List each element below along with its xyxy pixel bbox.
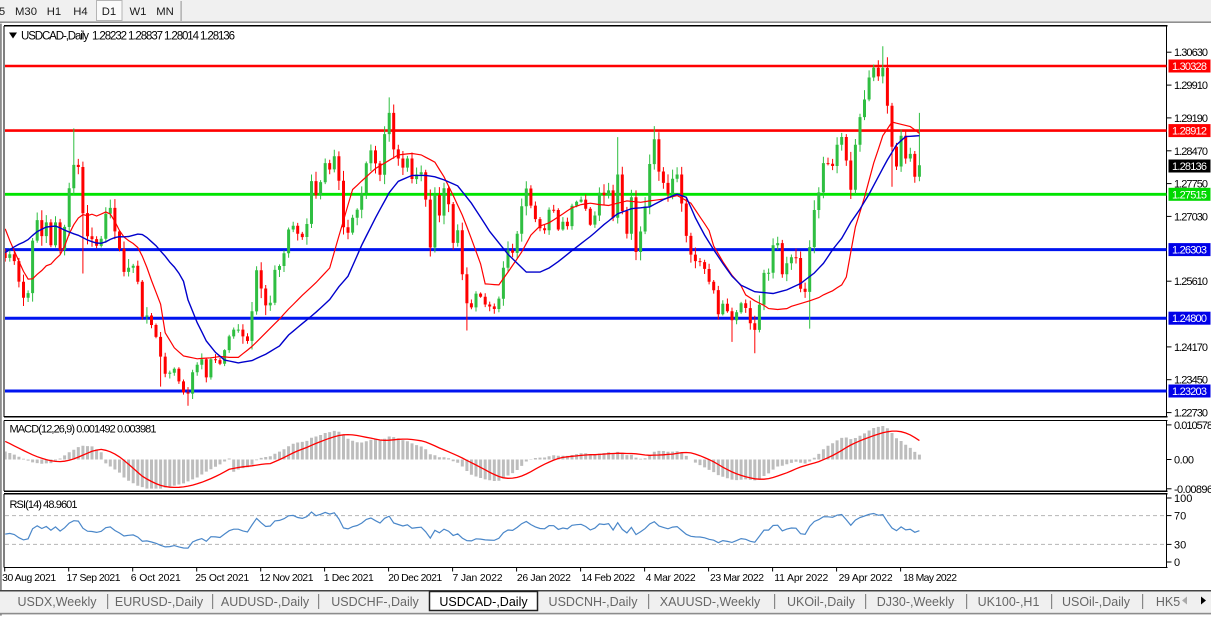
svg-text:30 Aug 2021: 30 Aug 2021 bbox=[2, 573, 56, 584]
svg-text:12 Nov 2021: 12 Nov 2021 bbox=[260, 573, 314, 584]
svg-text:30: 30 bbox=[1174, 539, 1186, 551]
svg-text:XAUUSD-,Weekly: XAUUSD-,Weekly bbox=[660, 595, 761, 609]
svg-text:RSI(14) 48.9601: RSI(14) 48.9601 bbox=[10, 499, 78, 511]
svg-text:1.28912: 1.28912 bbox=[1172, 126, 1207, 138]
svg-text:0.00: 0.00 bbox=[1174, 455, 1194, 467]
svg-text:USOil-,Daily: USOil-,Daily bbox=[1062, 595, 1131, 609]
svg-text:1.27515: 1.27515 bbox=[1172, 189, 1207, 201]
svg-text:AUDUSD-,Daily: AUDUSD-,Daily bbox=[221, 595, 310, 609]
svg-text:5: 5 bbox=[0, 6, 5, 18]
svg-text:MN: MN bbox=[156, 6, 174, 18]
svg-text:1.22730: 1.22730 bbox=[1174, 408, 1208, 420]
svg-text:14 Feb 2022: 14 Feb 2022 bbox=[581, 573, 635, 584]
svg-text:H4: H4 bbox=[73, 6, 87, 18]
svg-text:1.29910: 1.29910 bbox=[1174, 80, 1208, 92]
svg-text:H1: H1 bbox=[47, 6, 61, 18]
svg-text:1.24170: 1.24170 bbox=[1174, 342, 1208, 354]
svg-text:23 Mar 2022: 23 Mar 2022 bbox=[710, 573, 764, 584]
svg-text:7 Jan 2022: 7 Jan 2022 bbox=[453, 573, 503, 584]
svg-text:USDCHF-,Daily: USDCHF-,Daily bbox=[331, 595, 419, 609]
svg-text:100: 100 bbox=[1174, 493, 1192, 505]
svg-text:17 Sep 2021: 17 Sep 2021 bbox=[67, 573, 121, 584]
svg-text:26 Jan 2022: 26 Jan 2022 bbox=[517, 573, 571, 584]
svg-text:6 Oct 2021: 6 Oct 2021 bbox=[131, 573, 181, 584]
svg-text:1.26303: 1.26303 bbox=[1172, 245, 1207, 257]
svg-text:1.28136: 1.28136 bbox=[1172, 161, 1207, 173]
svg-text:18 May 2022: 18 May 2022 bbox=[903, 573, 957, 584]
svg-text:1.29190: 1.29190 bbox=[1174, 113, 1208, 125]
svg-text:1.28470: 1.28470 bbox=[1174, 146, 1208, 158]
svg-text:0.010578: 0.010578 bbox=[1174, 420, 1211, 432]
svg-text:HK5: HK5 bbox=[1156, 595, 1180, 609]
svg-text:M30: M30 bbox=[15, 6, 37, 18]
svg-text:USDCAD-,Daily 1.28232 1.28837: USDCAD-,Daily 1.28232 1.28837 1.28014 1.… bbox=[21, 31, 235, 43]
svg-text:29 Apr 2022: 29 Apr 2022 bbox=[839, 573, 893, 584]
svg-text:1.27030: 1.27030 bbox=[1174, 211, 1208, 223]
svg-text:1.23203: 1.23203 bbox=[1172, 386, 1207, 398]
svg-text:EURUSD-,Daily: EURUSD-,Daily bbox=[115, 595, 204, 609]
svg-text:70: 70 bbox=[1174, 511, 1186, 523]
svg-text:MACD(12,26,9) 0.001492 0.00398: MACD(12,26,9) 0.001492 0.003981 bbox=[10, 424, 157, 436]
svg-text:20 Dec 2021: 20 Dec 2021 bbox=[388, 573, 442, 584]
svg-text:0: 0 bbox=[1174, 557, 1180, 569]
svg-text:1.30630: 1.30630 bbox=[1174, 47, 1208, 59]
svg-text:1.25610: 1.25610 bbox=[1174, 276, 1208, 288]
svg-text:1.24800: 1.24800 bbox=[1172, 313, 1207, 325]
svg-text:-0.00896: -0.00896 bbox=[1174, 484, 1211, 496]
svg-text:25 Oct 2021: 25 Oct 2021 bbox=[195, 573, 249, 584]
svg-text:USDCAD-,Daily: USDCAD-,Daily bbox=[439, 595, 528, 609]
svg-text:UK100-,H1: UK100-,H1 bbox=[978, 595, 1040, 609]
svg-text:DJ30-,Weekly: DJ30-,Weekly bbox=[877, 595, 955, 609]
svg-text:UKOil-,Daily: UKOil-,Daily bbox=[787, 595, 856, 609]
svg-text:1.30328: 1.30328 bbox=[1172, 61, 1207, 73]
svg-text:W1: W1 bbox=[130, 6, 147, 18]
svg-text:USDCNH-,Daily: USDCNH-,Daily bbox=[549, 595, 639, 609]
svg-text:11 Apr 2022: 11 Apr 2022 bbox=[774, 573, 828, 584]
svg-text:1.23450: 1.23450 bbox=[1174, 375, 1208, 387]
svg-text:D1: D1 bbox=[102, 6, 116, 18]
svg-text:1 Dec 2021: 1 Dec 2021 bbox=[324, 573, 374, 584]
svg-text:4 Mar 2022: 4 Mar 2022 bbox=[646, 573, 696, 584]
svg-text:1.27750: 1.27750 bbox=[1174, 179, 1208, 191]
svg-text:USDX,Weekly: USDX,Weekly bbox=[18, 595, 98, 609]
